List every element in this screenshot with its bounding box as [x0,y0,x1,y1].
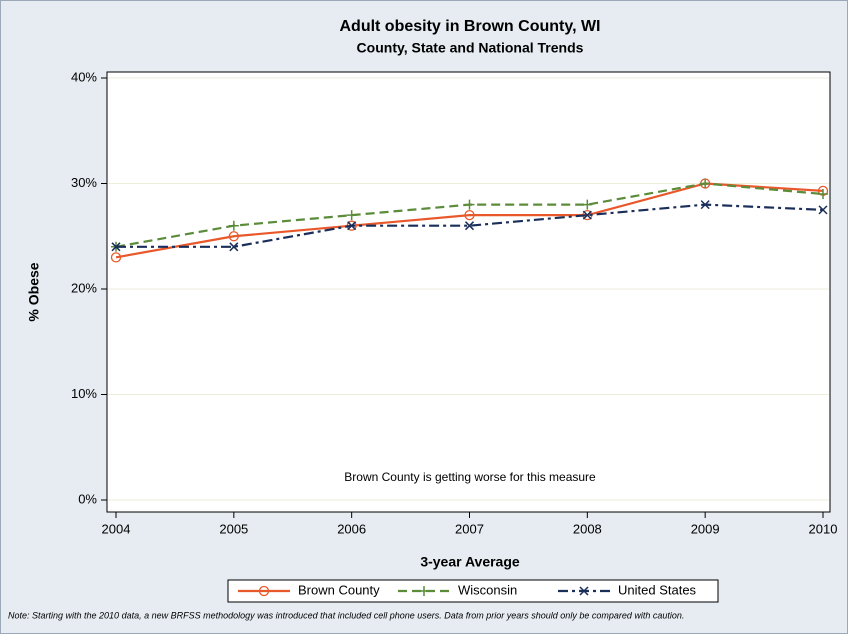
legend-label: Wisconsin [458,582,517,597]
x-axis-label: 3-year Average [420,554,520,570]
legend-marker [419,586,429,596]
chart-subtitle: County, State and National Trends [357,40,584,56]
x-tick-label: 2010 [809,521,838,536]
note: Note: Starting with the 2010 data, a new… [8,610,684,620]
chart-title: Adult obesity in Brown County, WI [339,18,600,35]
marker [346,210,357,221]
x-tick-label: 2005 [219,521,248,536]
marker [464,209,475,221]
x-tick-label: 2006 [337,521,366,536]
legend-label: United States [618,582,697,597]
marker [464,221,475,231]
marker [818,189,828,200]
legend-label: Brown County [298,582,380,597]
marker [700,178,711,189]
marker [228,220,239,231]
y-axis-label: % Obese [26,262,42,321]
marker [700,200,710,210]
marker [110,252,122,263]
marker [347,221,357,231]
legend-marker [258,585,270,597]
x-tick-label: 2004 [102,521,131,536]
marker [582,199,593,210]
marker [464,199,475,210]
x-tick-label: 2008 [573,521,602,536]
x-tick-label: 2007 [455,521,484,536]
y-tick-label: 0% [78,491,97,506]
y-tick-label: 20% [71,280,97,295]
plot-area [106,71,831,513]
x-tick-label: 2009 [691,521,720,536]
marker [228,231,239,242]
legend-marker [579,586,589,596]
marker [582,210,592,220]
y-tick-label: 40% [71,69,97,84]
legend [227,579,719,603]
y-tick-label: 10% [71,386,97,401]
marker [229,242,239,252]
marker [818,205,828,215]
y-tick-label: 30% [71,175,97,190]
annotation: Brown County is getting worse for this m… [344,470,596,484]
marker [111,242,121,252]
